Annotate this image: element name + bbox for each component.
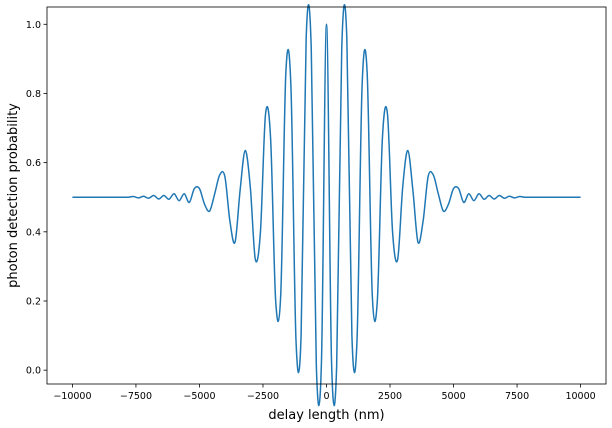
y-tick-label: 0.2	[26, 296, 41, 307]
x-tick-label: 5000	[441, 391, 465, 402]
x-axis: −10000 −7500 −5000 −2500 0 2500 5000 7500 10000	[53, 384, 596, 402]
plot-area	[72, 3, 581, 407]
x-tick-label: 10000	[565, 391, 595, 402]
series-line	[72, 3, 581, 407]
y-tick-label: 0.0	[26, 366, 41, 377]
x-tick-label: 2500	[378, 391, 402, 402]
x-tick-label: −7500	[120, 391, 152, 402]
y-tick-label: 0.6	[26, 158, 41, 169]
y-axis-label: photon detection probability	[6, 103, 21, 288]
x-tick-label: −10000	[53, 391, 91, 402]
x-tick-label: 7500	[505, 391, 529, 402]
x-axis-label: delay length (nm)	[268, 408, 384, 423]
x-tick-label: −5000	[183, 391, 215, 402]
y-tick-label: 0.4	[26, 227, 41, 238]
y-axis: 0.0 0.2 0.4 0.6 0.8 1.0	[26, 20, 47, 377]
x-tick-label: 0	[323, 391, 329, 402]
y-tick-label: 1.0	[26, 20, 41, 31]
axes-frame	[46, 6, 607, 385]
y-tick-label: 0.8	[26, 89, 41, 100]
x-tick-label: −2500	[247, 391, 279, 402]
